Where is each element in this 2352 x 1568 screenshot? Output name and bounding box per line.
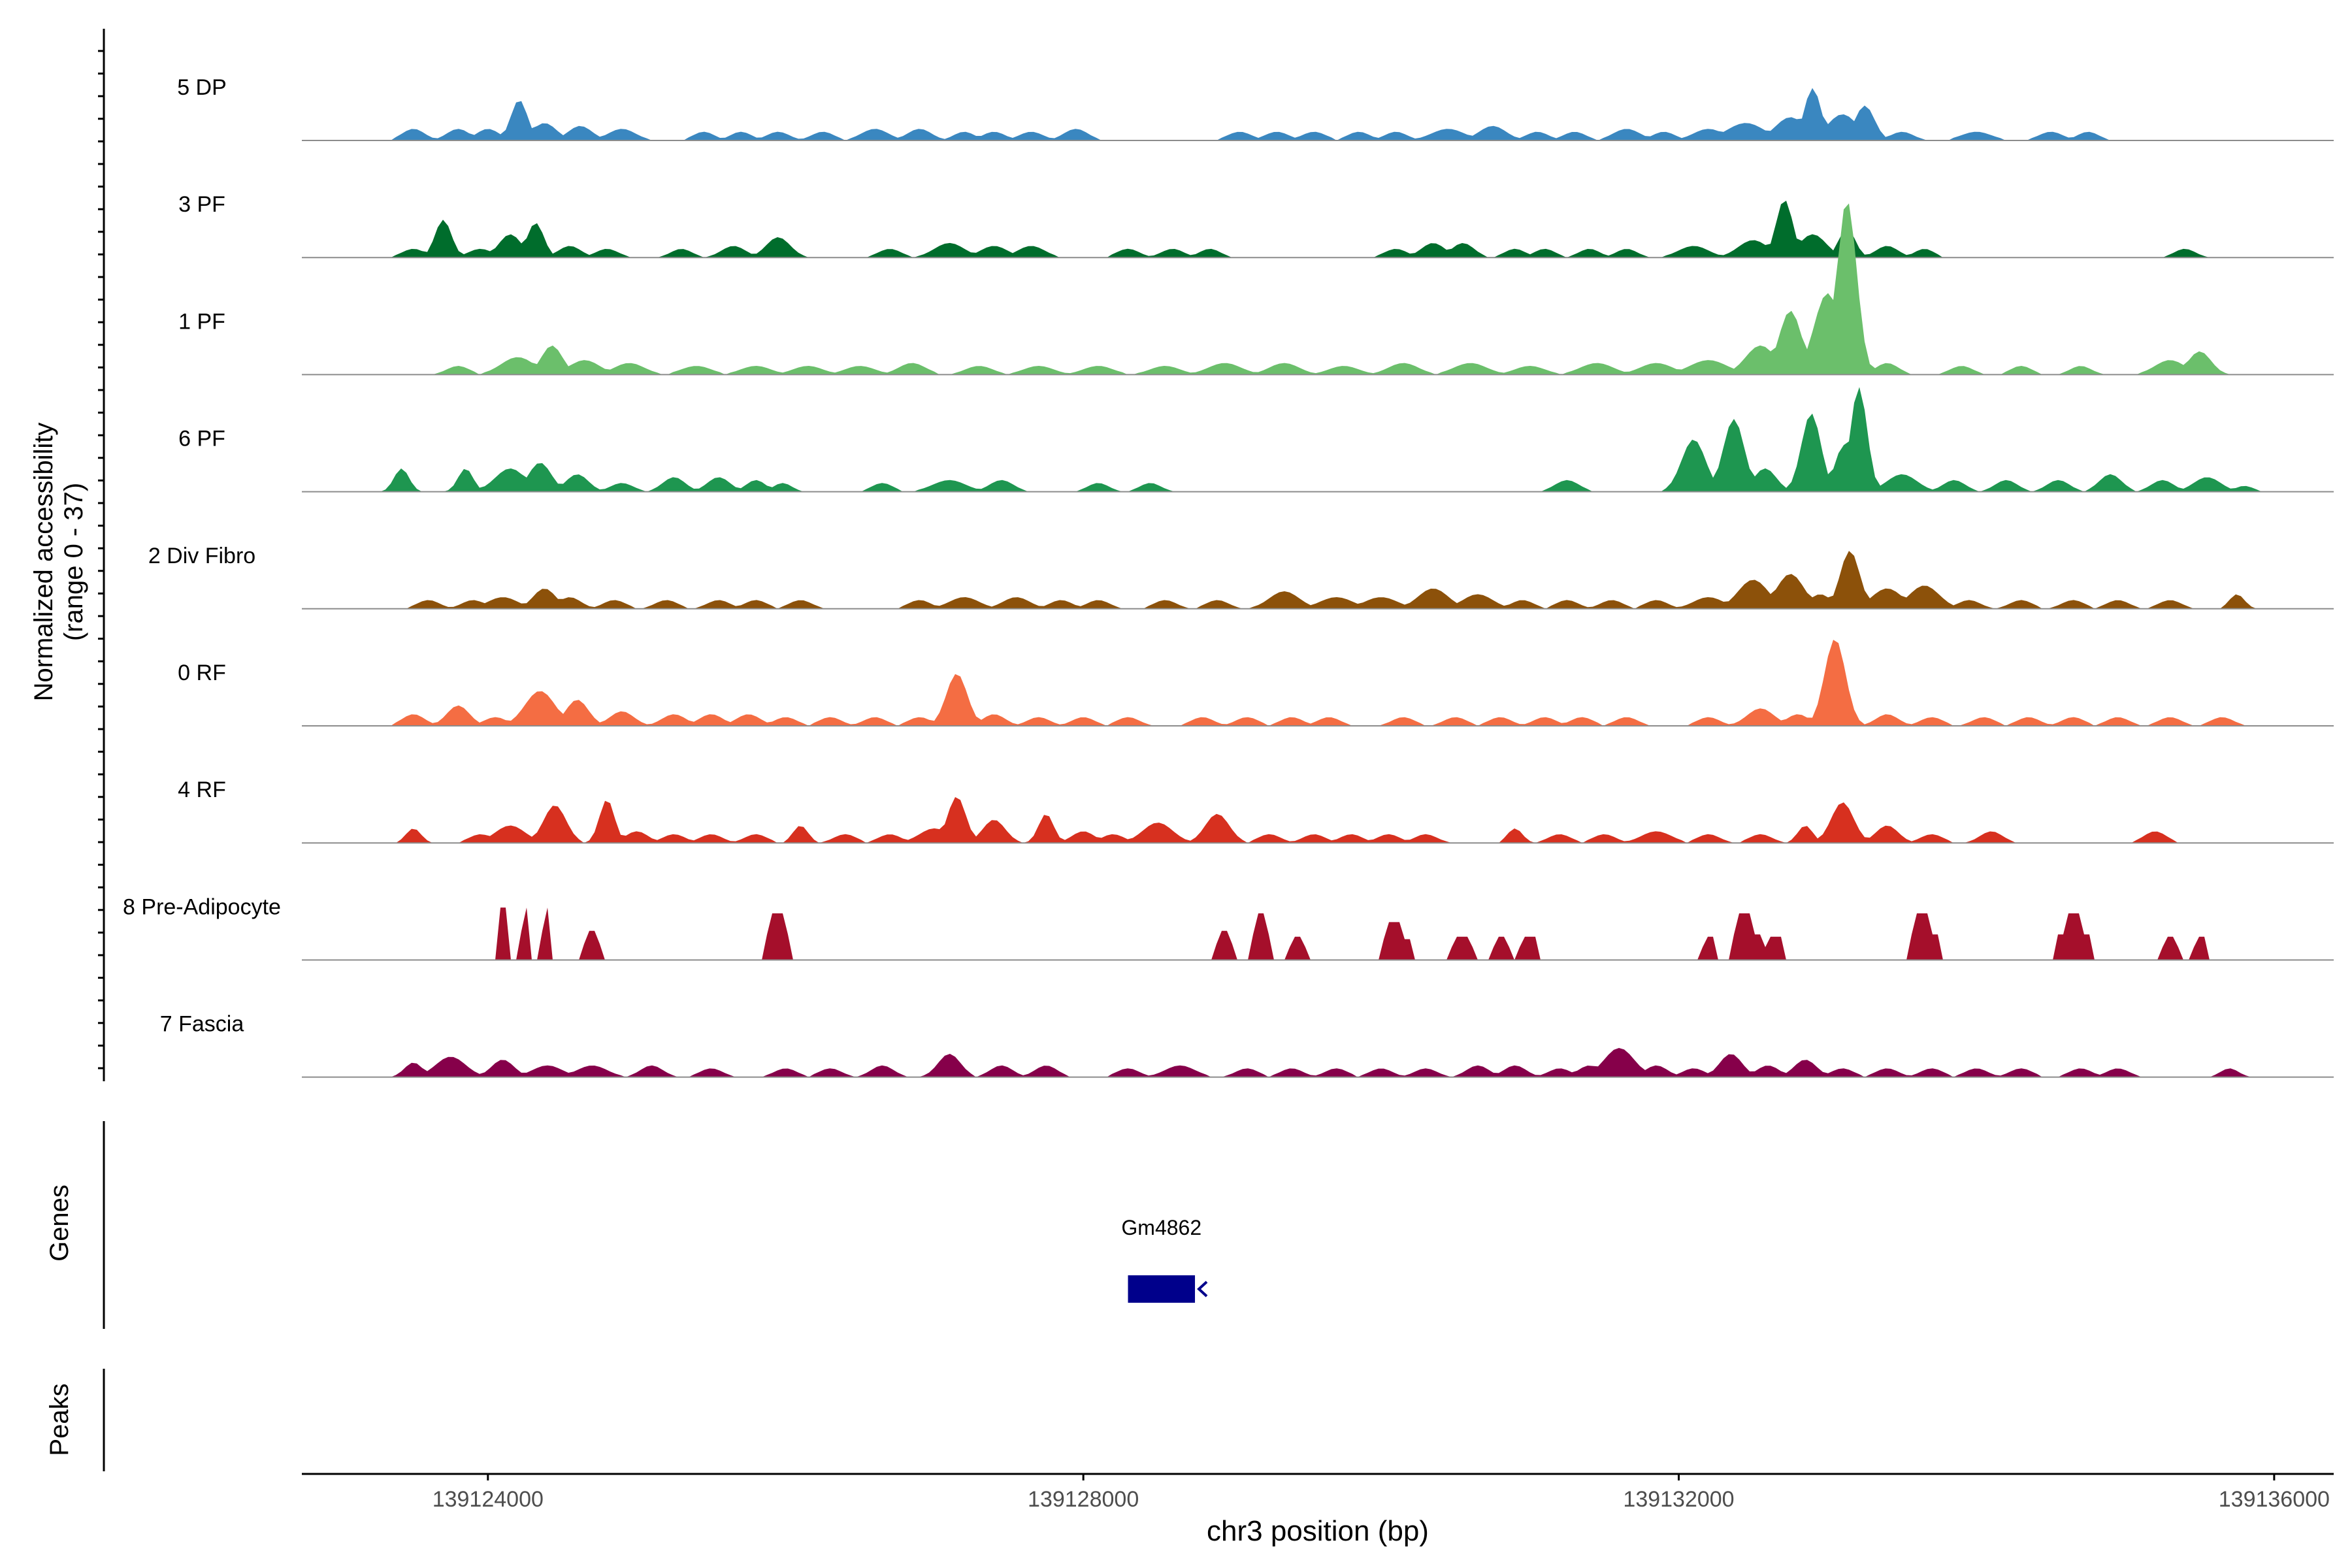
track-label: 4 RF [178,777,226,802]
track-3-pf: 3 PF [178,192,2334,259]
track-label: 8 Pre-Adipocyte [123,894,281,919]
track-2-div-fibro: 2 Div Fibro [148,544,2334,610]
coverage-area [302,203,2334,375]
gene-body [1128,1275,1196,1303]
gene-label: Gm4862 [1121,1216,1201,1239]
track-1-pf: 1 PF [178,203,2334,376]
x-axis-tick-label: 139128000 [1028,1487,1139,1512]
x-axis-tick-label: 139124000 [433,1487,544,1512]
y-axis [98,29,105,1081]
track-label: 2 Div Fibro [148,544,255,568]
track-4-rf: 4 RF [178,777,2334,844]
track-label: 1 PF [178,309,225,334]
track-label: 0 RF [178,661,226,685]
y-axis-title: Normalized accessibility [29,423,58,702]
x-axis-tick-label: 139132000 [1623,1487,1734,1512]
gene-strand-arrow [1197,1281,1208,1298]
coverage-area [302,907,2334,960]
track-label: 7 Fascia [160,1012,244,1037]
track-5-dp: 5 DP [177,75,2334,141]
track-0-rf: 0 RF [178,640,2334,727]
coverage-area [302,1048,2334,1077]
coverage-area [302,551,2334,609]
track-8-pre-adipocyte: 8 Pre-Adipocyte [123,894,2334,961]
gene-annotations: Gm4862 [1121,1216,1208,1303]
x-axis: 139124000 139128000 139132000 139136000 [302,1473,2334,1512]
y-axis-range-label: (range 0 - 37) [59,483,88,641]
x-axis-title: chr3 position (bp) [1207,1515,1429,1547]
track-label: 5 DP [177,75,227,100]
track-6-pf: 6 PF [178,387,2334,493]
genes-panel-label: Genes [45,1184,74,1262]
track-7-fascia: 7 Fascia [160,1012,2334,1078]
x-axis-tick-label: 139136000 [2219,1487,2330,1512]
coverage-area [302,797,2334,843]
peaks-panel-label: Peaks [45,1383,74,1456]
track-label: 6 PF [178,427,225,451]
coverage-area [302,201,2334,258]
coverage-area [302,387,2334,492]
coverage-tracks: 5 DP 3 PF 1 PF 6 PF 2 Div Fibro 0 RF 4 RF 8 Pre… [123,75,2334,1078]
coverage-area [302,640,2334,726]
coverage-area [302,88,2334,140]
gene-gm4862: Gm4862 [1121,1216,1208,1303]
track-label: 3 PF [178,192,225,217]
